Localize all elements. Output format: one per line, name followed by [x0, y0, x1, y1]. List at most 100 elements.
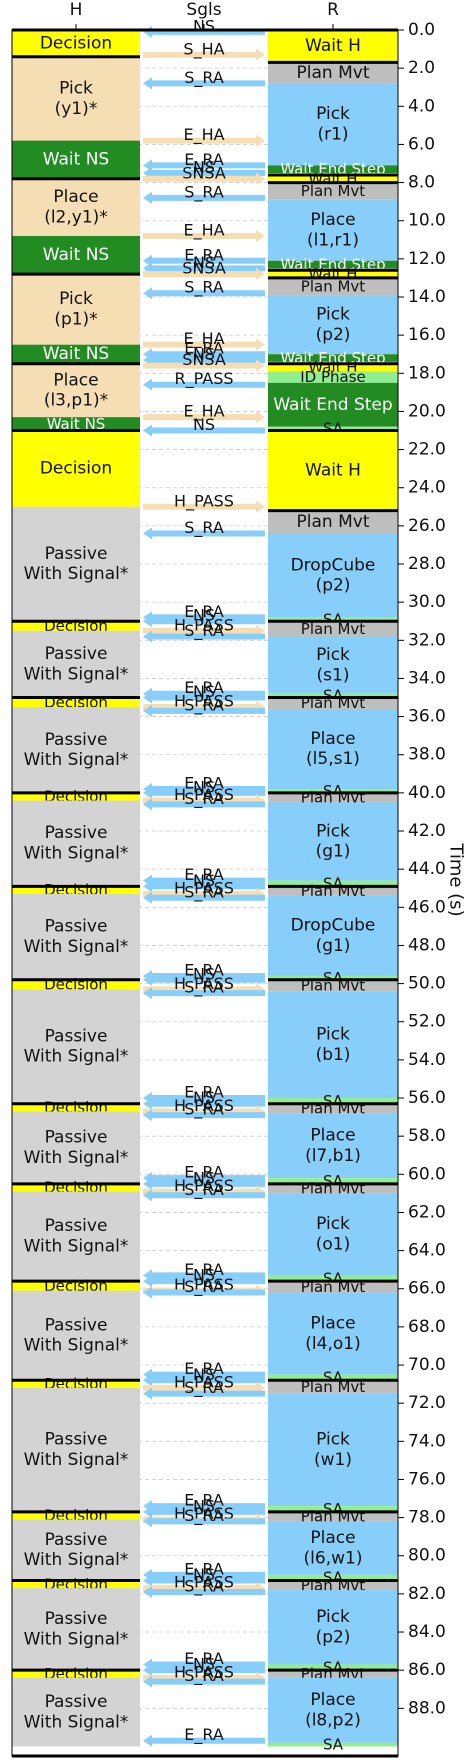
signal-arrow: E_HA [143, 220, 265, 242]
human-segment-label-line: Decision [40, 33, 112, 53]
robot-segment-label-line: (o1) [316, 1235, 350, 1255]
signal-label: H_PASS [174, 974, 234, 994]
robot-segment [268, 693, 398, 698]
y-tick-label: 64.0 [408, 1241, 446, 1261]
robot-segment [268, 1580, 398, 1591]
signal-arrow: NS [143, 1655, 265, 1677]
signal-arrow: H_PASS [143, 1573, 265, 1595]
signal-arrow: S_RA [143, 789, 265, 811]
robot-segment-label-line: (l5,s1) [306, 749, 360, 769]
robot-segment [268, 1292, 398, 1375]
human-segment-label-line: With Signal* [24, 750, 129, 770]
human-segment [12, 893, 140, 980]
signal-label: NS [193, 1655, 215, 1674]
signal-arrow: S_RA [143, 1378, 265, 1400]
human-segment-label-line: Passive [45, 823, 108, 843]
robot-segment [268, 182, 398, 200]
robot-segment-label: Place(l8,p2) [305, 1690, 361, 1730]
human-segment-label-line: With Signal* [24, 1336, 129, 1356]
human-segment-label-line: Passive [45, 1026, 108, 1046]
robot-segment-label-line: ID Phase [300, 368, 366, 386]
y-tick-label: 18.0 [408, 363, 446, 383]
robot-segment [268, 617, 398, 622]
signal-arrow: S_RA [143, 1277, 265, 1299]
signal-arrow: S_RA [143, 278, 265, 300]
signal-head [143, 880, 152, 893]
robot-segment-label-line: (b1) [316, 1045, 351, 1065]
signal-head [143, 973, 152, 986]
signal-head [143, 1387, 152, 1400]
robot-segment-label-line: Wait End Step [273, 395, 392, 415]
robot-segment-label-line: Plan Mvt [301, 620, 365, 638]
signal-arrow: NS [143, 1266, 265, 1288]
human-segment [12, 363, 140, 418]
signal-label: S_RA [184, 789, 224, 809]
robot-segment [268, 979, 398, 992]
human-segment [12, 30, 140, 57]
human-segment-label-line: With Signal* [24, 1148, 129, 1168]
signal-head [256, 268, 265, 281]
y-tick-label: 46.0 [408, 897, 446, 917]
human-segment [12, 792, 140, 801]
signal-label: E_RA [184, 602, 224, 622]
human-segment-label-line: With Signal* [24, 664, 129, 684]
signal-head [256, 172, 265, 185]
robot-segment [268, 636, 398, 694]
signal-arrow: H_PASS [143, 878, 265, 900]
y-tick-label: 84.0 [408, 1622, 446, 1642]
column-header-r: R [327, 0, 339, 20]
signal-head [143, 1097, 152, 1110]
robot-segment-label: Plan Mvt [301, 620, 365, 638]
robot-segment [268, 1281, 398, 1293]
signal-head [143, 254, 152, 267]
human-segment-label-line: Passive [45, 1692, 108, 1712]
robot-segment-label: Plan Mvt [301, 182, 365, 200]
robot-segment [268, 510, 398, 534]
signal-lane: NSS_HAS_RAE_HAE_RANSSNSAS_RAE_HAE_RANSSN… [143, 16, 265, 1747]
human-segment [12, 707, 140, 793]
robot-segment [268, 621, 398, 637]
signal-label: S_RA [184, 278, 224, 298]
robot-segment-label-line: (p2) [316, 325, 351, 345]
robot-segment-label: Pick(g1) [316, 821, 351, 861]
signal-arrow: S_RA [143, 518, 265, 540]
robot-segment [268, 880, 398, 887]
y-tick-label: 74.0 [408, 1431, 446, 1451]
signal-arrow: NS [143, 777, 265, 799]
robot-segment-label-line: SA [323, 1736, 344, 1754]
signal-label: E_HA [183, 402, 224, 422]
signal-arrow: E_RA [143, 245, 265, 267]
robot-segment-label: Pick(p2) [316, 304, 351, 344]
robot-segment-label-line: Place [310, 210, 355, 230]
robot-segment [268, 1374, 398, 1381]
signal-head [143, 1286, 152, 1299]
robot-segment-label: DropCube(p2) [291, 555, 376, 595]
signal-label: E_RA [184, 774, 224, 794]
signal-label: NS [193, 1365, 215, 1384]
robot-segment [268, 1664, 398, 1671]
human-segment-label-line: Passive [45, 730, 108, 750]
signal-label: S_RA [184, 621, 224, 641]
signal-label: S_RA [184, 695, 224, 715]
y-tick-label: 82.0 [408, 1584, 446, 1604]
robot-segment [268, 371, 398, 383]
robot-segment [268, 1590, 398, 1665]
signal-arrow: SNSA [143, 259, 265, 281]
signal-label: NS [193, 606, 215, 625]
robot-segment-label: Place(l7,b1) [305, 1126, 361, 1166]
robot-segment [268, 199, 398, 261]
y-tick-label: 86.0 [408, 1660, 446, 1680]
signal-label: NS [193, 415, 215, 434]
robot-segment [268, 1511, 398, 1522]
signal-label: S_RA [184, 1378, 224, 1398]
robot-segment-label-line: Pick [316, 1214, 350, 1234]
robot-segment [268, 277, 398, 296]
robot-segment [268, 1677, 398, 1743]
robot-segment-label-line: Wait H [305, 36, 361, 56]
y-tick-label: 38.0 [408, 745, 446, 765]
human-segment [12, 235, 140, 275]
